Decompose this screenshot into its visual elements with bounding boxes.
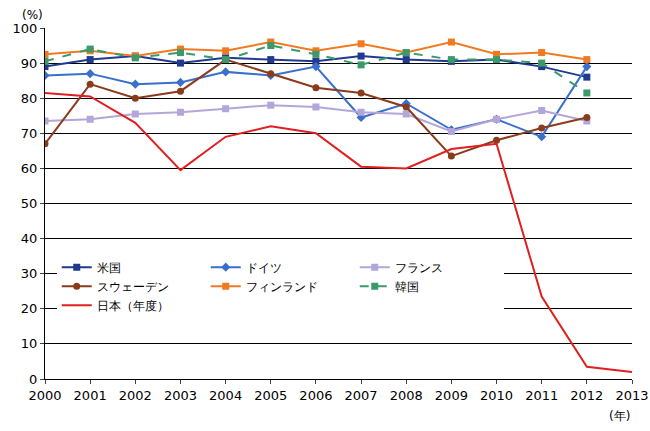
svg-text:(%): (%) [22, 8, 43, 22]
svg-text:日本（年度）: 日本（年度） [97, 299, 169, 313]
svg-text:10: 10 [21, 336, 38, 351]
svg-text:韓国: 韓国 [395, 280, 419, 294]
svg-text:2013: 2013 [615, 388, 648, 403]
svg-text:40: 40 [21, 231, 38, 246]
svg-text:2010: 2010 [480, 388, 513, 403]
svg-text:0: 0 [29, 372, 37, 387]
svg-text:2004: 2004 [209, 388, 242, 403]
svg-text:フィンランド: フィンランド [246, 280, 318, 294]
svg-text:50: 50 [21, 196, 38, 211]
svg-text:2011: 2011 [525, 388, 558, 403]
svg-text:2007: 2007 [345, 388, 378, 403]
svg-text:フランス: フランス [395, 261, 443, 275]
svg-text:2002: 2002 [119, 388, 152, 403]
svg-text:20: 20 [21, 301, 38, 316]
svg-text:2008: 2008 [390, 388, 423, 403]
svg-text:ドイツ: ドイツ [246, 261, 282, 275]
svg-text:2003: 2003 [164, 388, 197, 403]
svg-text:2000: 2000 [28, 388, 61, 403]
svg-text:30: 30 [21, 266, 38, 281]
svg-text:スウェーデン: スウェーデン [97, 280, 169, 294]
svg-text:(年): (年) [609, 409, 630, 423]
svg-text:2001: 2001 [74, 388, 107, 403]
svg-text:2009: 2009 [435, 388, 468, 403]
svg-text:90: 90 [21, 56, 38, 71]
svg-text:2005: 2005 [254, 388, 287, 403]
svg-text:80: 80 [21, 91, 38, 106]
svg-text:2006: 2006 [299, 388, 332, 403]
svg-text:70: 70 [21, 126, 38, 141]
svg-text:米国: 米国 [97, 261, 121, 275]
svg-text:2012: 2012 [570, 388, 603, 403]
svg-text:100: 100 [13, 21, 38, 36]
svg-text:60: 60 [21, 161, 38, 176]
